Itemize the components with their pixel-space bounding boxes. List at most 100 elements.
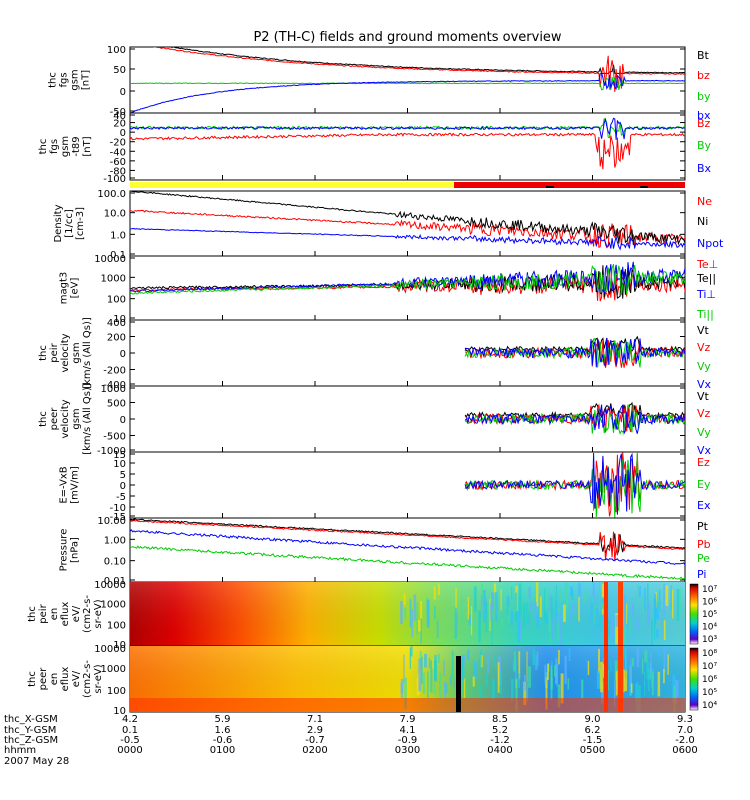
spectrogram-streak	[624, 670, 628, 692]
y-tick-label: 0.1	[110, 250, 126, 261]
y-tick-label: 500	[107, 399, 126, 410]
spectrogram-streak	[420, 600, 423, 619]
spectrogram-streak	[468, 614, 472, 625]
spectrogram-streak	[557, 684, 561, 708]
spectrogram-streak	[495, 591, 498, 622]
spectrogram-streak	[481, 582, 483, 599]
spectrogram-streak	[456, 610, 458, 637]
spectrogram-streak	[670, 585, 672, 611]
spectrogram-streak	[510, 610, 513, 626]
y-axis-label: eV/	[71, 605, 82, 622]
spectrogram-streak	[420, 616, 422, 644]
spectrogram-streak	[654, 617, 656, 641]
spectrogram-streak	[610, 660, 612, 671]
x-tick-z: -1.5	[583, 735, 603, 746]
y-axis-label: sr-eV)	[93, 599, 104, 628]
spectrogram-streak	[524, 674, 526, 691]
spectrogram-streak	[545, 677, 548, 710]
spectrogram-streak	[485, 674, 488, 687]
y-axis-label: E=-VxB	[59, 466, 70, 503]
x-tick-z: -2.0	[675, 735, 695, 746]
spectrogram-streak	[454, 607, 457, 639]
x-row-label: thc_X-GSM	[4, 714, 58, 725]
spectrogram-streak	[463, 678, 466, 699]
y-tick-label: -40	[110, 147, 126, 158]
y-axis-label: peir	[38, 603, 49, 623]
colorbar-label: 10⁶	[702, 598, 717, 608]
spectrogram-streak	[636, 584, 639, 607]
legend-Ti⊥: Ti⊥	[696, 288, 716, 301]
spectrogram-streak	[491, 616, 493, 646]
y-tick-label: -15	[110, 512, 126, 523]
legend-Ne: Ne	[697, 195, 712, 208]
spectrogram-streak	[631, 602, 634, 618]
spectrogram-streak	[473, 661, 477, 681]
spectrogram-streak	[403, 654, 405, 684]
series-bx	[130, 72, 685, 113]
spectrogram-streak	[404, 607, 407, 620]
y-tick-label: -10	[110, 503, 126, 514]
legend-bz: bz	[697, 69, 710, 82]
y-axis-label: gsm	[71, 408, 82, 429]
spectrogram-streak	[615, 613, 619, 645]
spectrogram-streak	[480, 595, 483, 618]
spectrogram-streak	[478, 610, 481, 643]
y-tick-label: 100	[107, 295, 126, 306]
spectrogram-streak	[529, 602, 533, 612]
y-tick-label: 10	[113, 706, 126, 717]
series-Ti||	[130, 264, 685, 296]
spectrogram-streak	[455, 588, 457, 613]
spectrogram-streak	[590, 603, 593, 620]
spectrogram-streak	[434, 606, 436, 620]
series-Ex	[464, 452, 685, 515]
x-tick-t: 0100	[210, 745, 235, 756]
spectrogram-streak	[453, 676, 455, 689]
spectrogram-streak	[491, 592, 495, 611]
x-tick-t: 0300	[395, 745, 420, 756]
y-tick-label: 50	[113, 65, 126, 76]
spectrogram-streak	[410, 646, 413, 657]
x-tick-z: -0.9	[398, 735, 418, 746]
spectrogram-streak	[607, 617, 611, 639]
series-Vx	[464, 403, 685, 436]
y-tick-label: 100.0	[97, 189, 126, 200]
spectrogram-streak	[631, 658, 634, 667]
y-tick-label: 10	[113, 459, 126, 470]
legend-Vz: Vz	[697, 341, 711, 354]
series-Ey	[464, 452, 685, 518]
spectrogram-streak	[400, 683, 404, 693]
spectrogram-streak	[623, 669, 625, 693]
colorbar	[689, 583, 699, 645]
x-tick-x: 8.5	[492, 714, 508, 725]
y-tick-label: 400	[107, 318, 126, 329]
spectrogram-streak	[595, 608, 598, 627]
spectrogram-streak	[518, 651, 521, 679]
y-axis-label: eflux	[60, 602, 71, 627]
colorbar-label: 10³	[702, 635, 717, 645]
x-tick-z: -0.6	[213, 735, 233, 746]
y-tick-label: 20	[113, 119, 126, 130]
spectrogram-streak	[416, 677, 419, 696]
spectrogram-streak	[480, 650, 482, 669]
spectrogram-streak	[461, 682, 463, 692]
y-tick-label: 200	[107, 333, 126, 344]
spectrogram-streak	[607, 610, 611, 623]
spectrogram-streak	[539, 596, 542, 617]
colorbar-label: 10⁷	[702, 662, 717, 672]
spectrogram-streak	[598, 615, 602, 629]
legend-Vt: Vt	[697, 324, 710, 337]
y-axis-label: [nT]	[82, 136, 93, 156]
spectrogram-streak	[559, 589, 562, 603]
y-tick-label: 10000	[94, 254, 126, 265]
spectrogram-streak	[526, 615, 529, 631]
y-tick-label: 1000	[101, 664, 126, 675]
y-tick-label: 0.10	[104, 557, 126, 568]
spectrogram-streak	[579, 583, 581, 594]
y-tick-label: 10000	[94, 644, 126, 655]
y-axis-label: velocity	[60, 333, 71, 372]
y-tick-label: 1000	[101, 599, 126, 610]
spectrogram-streak	[528, 666, 531, 688]
spectrogram-burst	[604, 646, 608, 712]
spectrogram-streak	[560, 673, 564, 704]
series-Bx	[130, 117, 685, 140]
